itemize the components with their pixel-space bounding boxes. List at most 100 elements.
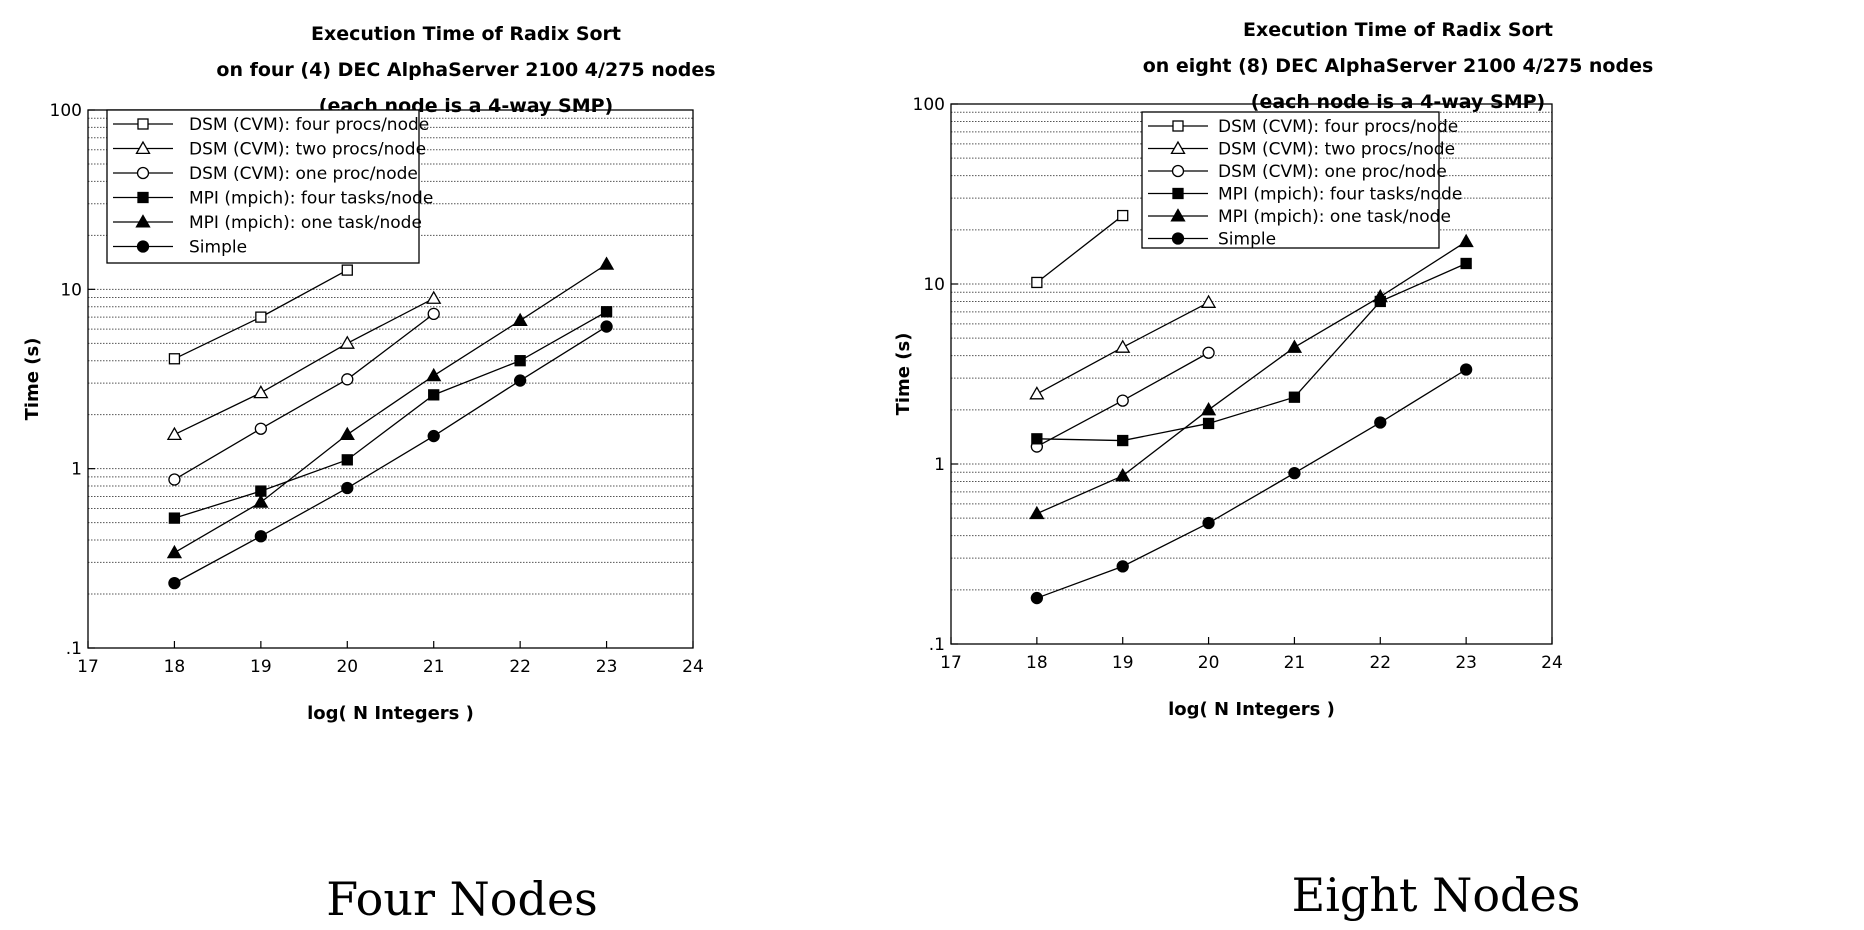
legend: DSM (CVM): four procs/node DSM (CVM): two… [1141,111,1462,250]
data-point [1115,339,1131,353]
x-axis-ticks: 17 18 19 20 21 22 23 24 [940,637,1563,673]
legend-marker [1170,140,1186,155]
y-axis-ticks: .1 1 10 100 [50,101,95,659]
legend-label: DSM (CVM): two procs/node [1218,140,1455,160]
y-tick-label: .1 [929,635,945,655]
legend-marker [1170,208,1186,222]
series-dsm-cvm-four-procs-node [1031,209,1129,289]
data-point [339,335,355,349]
chart-title-line-1: Execution Time of Radix Sort [310,23,622,45]
x-tick-label: 17 [77,657,99,677]
x-tick-label: 22 [1369,653,1391,673]
data-point [1286,339,1303,353]
x-axis-label: log( N Integers ) [1168,699,1335,720]
x-tick-label: 23 [596,657,618,677]
legend-label: Simple [1218,230,1276,250]
x-tick-label: 23 [1455,653,1477,673]
series-line [174,311,607,519]
series-dsm-cvm-two-procs-node [166,290,442,441]
y-tick-label: 10 [923,275,945,295]
data-point [426,290,442,304]
series-line [1036,262,1467,442]
data-point [168,512,181,524]
data-point [1030,591,1044,605]
plot-frame [950,103,1553,645]
data-point [512,312,528,327]
data-point [1459,363,1473,376]
y-tick-label: 1 [71,460,82,480]
x-tick-label: 20 [336,657,358,677]
legend-marker [136,240,150,253]
series-line [174,263,607,554]
x-axis-ticks: 17 18 19 20 21 22 23 24 [77,641,704,677]
legend-item-dsm-cvm-one-proc-node: DSM (CVM): one proc/node [113,164,418,184]
x-tick-label: 24 [682,657,704,677]
chart-title: Execution Time of Radix Sort on eight (8… [932,12,1864,120]
x-tick-label: 22 [509,657,531,677]
data-point [1117,209,1129,222]
y-tick-label: 100 [50,101,82,121]
series-line [174,313,435,481]
series-mpi-mpich-four-tasks-node [1031,257,1472,447]
data-point [600,320,613,333]
data-point [1200,402,1217,416]
data-point [1460,257,1472,270]
y-tick-label: 100 [913,95,945,115]
legend-item-dsm-cvm-four-procs-node: DSM (CVM): four procs/node [113,115,429,135]
data-point [166,426,183,441]
legend-box [1141,111,1440,249]
legend-item-mpi-mpich-four-tasks-node: MPI (mpich): four tasks/node [1148,185,1462,205]
legend-label: MPI (mpich): one task/node [189,213,422,233]
data-point [1458,233,1474,248]
x-tick-label: 19 [250,657,272,677]
legend-item-dsm-cvm-two-procs-node: DSM (CVM): two procs/node [113,140,426,160]
x-tick-label: 19 [1112,653,1134,673]
legend-marker [137,191,149,204]
data-point [426,367,442,382]
y-axis-ticks: .1 1 10 100 [913,95,958,655]
chart-caption: Eight Nodes [1291,868,1581,922]
data-point [254,530,268,543]
series-line [1036,241,1467,515]
chart-title-line-3: (each node is a 4-way SMP) [1250,91,1546,113]
legend-item-dsm-cvm-four-procs-node: DSM (CVM): four procs/node [1148,117,1458,137]
legend-label: MPI (mpich): four tasks/node [189,189,433,209]
data-point [255,311,267,323]
legend-item-simple: Simple [113,238,247,258]
legend-item-mpi-mpich-one-task-node: MPI (mpich): one task/node [1148,207,1451,227]
legend-box [106,109,420,264]
chart-panel-eight-nodes: Execution Time of Radix Sort on eight (8… [893,0,1864,930]
data-point [1031,433,1043,445]
legend-marker [1171,232,1185,245]
series-dsm-cvm-four-procs-node [168,264,353,365]
legend-label: DSM (CVM): one proc/node [189,164,418,184]
series-mpi-mpich-four-tasks-node [168,306,613,524]
legend-item-mpi-mpich-one-task-node: MPI (mpich): one task/node [113,213,422,233]
data-point [339,426,355,441]
chart-title-line-2: on eight (8) DEC AlphaServer 2100 4/275 … [1142,55,1654,77]
x-tick-label: 17 [940,653,962,673]
data-point [1117,434,1129,447]
x-tick-label: 20 [1198,653,1220,673]
data-point [166,544,183,559]
legend-marker [135,214,151,228]
chart-eight-nodes: 17 18 19 20 21 22 23 24 .1 1 10 100 log( N Integers … [893,95,1563,720]
data-point [598,256,615,270]
legend-label: MPI (mpich): four tasks/node [1218,185,1462,205]
data-point [428,389,440,401]
data-point [168,353,181,365]
legend-label: DSM (CVM): four procs/node [189,115,429,135]
data-point [1116,394,1129,407]
legend-marker [1172,187,1184,200]
data-point [341,264,353,276]
legend-item-dsm-cvm-one-proc-node: DSM (CVM): one proc/node [1148,162,1447,182]
x-axis-label: log( N Integers ) [307,703,474,724]
data-point [341,373,354,386]
chart-title-line-2: on four (4) DEC AlphaServer 2100 4/275 n… [216,59,716,81]
series-line [174,297,435,436]
chart-panel-four-nodes: Execution Time of Radix Sort on four (4)… [22,23,716,926]
chart-title-line-1: Execution Time of Radix Sort [1242,19,1554,41]
x-tick-label: 18 [164,657,186,677]
y-axis-label: Time (s) [22,338,43,421]
data-point [254,422,268,435]
